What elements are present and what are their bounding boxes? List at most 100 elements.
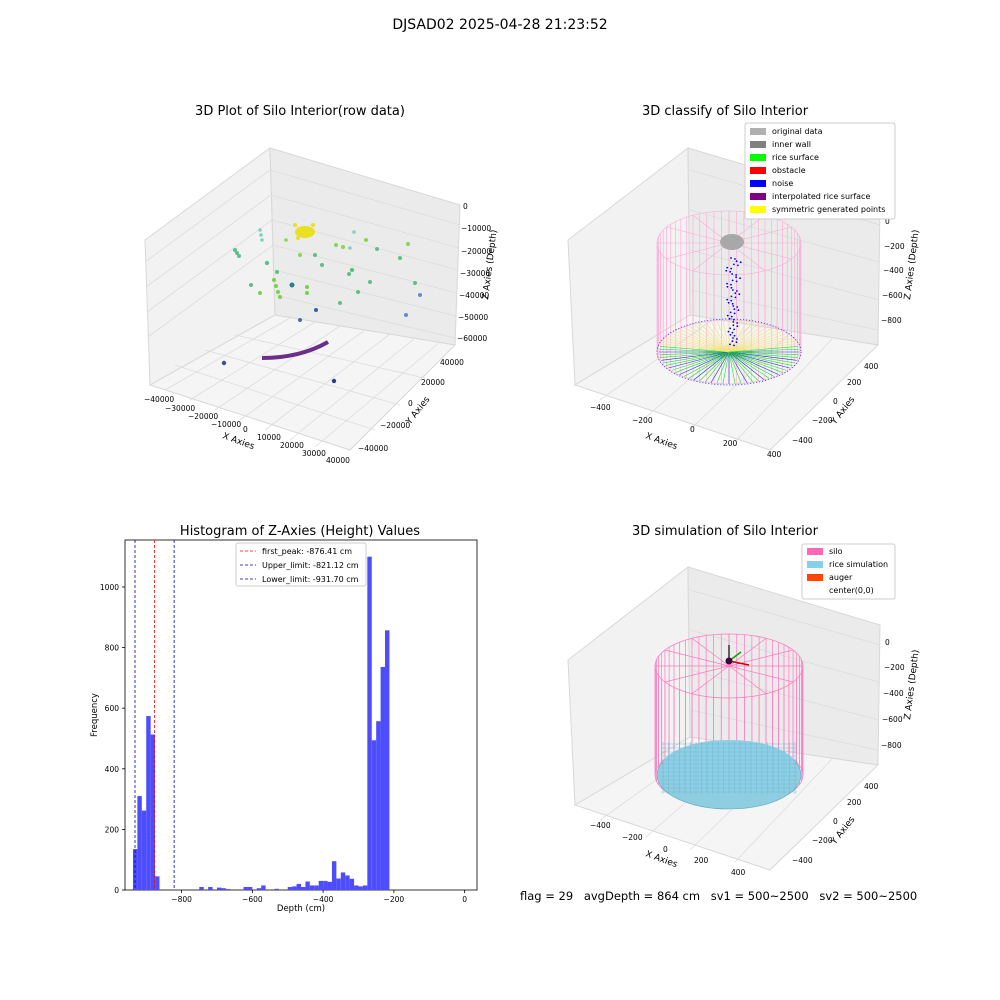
noise-point	[735, 274, 738, 276]
surface-ray	[728, 325, 770, 353]
histogram-bar	[367, 556, 372, 890]
histogram-bar	[362, 885, 368, 890]
histogram-bar	[199, 886, 204, 890]
surface-ray	[728, 351, 759, 382]
p4-xtick-2: 0	[663, 845, 668, 854]
p1-ztick-6: −60000	[457, 334, 487, 343]
noise-point	[726, 314, 729, 317]
silo-spoke	[691, 638, 730, 667]
y-tick-label: 200	[105, 825, 120, 834]
histogram-bar	[318, 880, 324, 890]
p1-zlabel: Z Axies (Depth)	[481, 229, 500, 300]
noise-point	[727, 330, 730, 333]
noise-point	[732, 321, 735, 323]
p2-ytick-0: −400	[792, 436, 813, 445]
surface-ray	[716, 351, 730, 384]
p2-legend-1: inner wall	[772, 140, 811, 149]
surface-ray	[728, 324, 765, 353]
noise-point	[733, 308, 736, 311]
x-tick-label: −800	[171, 895, 192, 904]
surface-ray	[728, 320, 748, 353]
p2-xtick-1: −200	[632, 416, 653, 425]
surface-ray	[728, 335, 790, 353]
noise-point	[732, 305, 735, 307]
p2-xtick-4: 400	[767, 450, 782, 459]
y-tick-label: 600	[105, 704, 120, 713]
surface-ray	[668, 335, 730, 353]
silo-spoke	[728, 638, 767, 667]
surface-ray	[728, 351, 736, 384]
histogram-bar	[358, 886, 363, 890]
p4-ztick-4: −800	[881, 741, 902, 750]
surface-ray	[728, 351, 793, 366]
noise-point	[733, 334, 736, 337]
noise-point	[732, 337, 734, 339]
p4-legend-1: rice simulation	[829, 560, 888, 569]
p1-xtick-5: 10000	[257, 433, 281, 442]
p3-legend-2: Lower_limit: -931.70 cm	[262, 575, 359, 584]
noise-point	[735, 280, 738, 283]
histogram-bar	[340, 872, 346, 890]
histogram-bar	[345, 875, 350, 890]
p3-ylabel: Frequency	[90, 693, 100, 737]
panel2-3d-classify: 0 −200 −400 −600 −800 −400 −200 0 200 40…	[567, 122, 922, 459]
surface-ray	[675, 331, 730, 353]
surface-ray	[675, 351, 730, 373]
p4-ytick-3: 200	[847, 798, 862, 807]
surface-ray	[722, 320, 730, 353]
noise-point	[735, 260, 738, 263]
p4-xtick-3: 200	[694, 856, 709, 865]
noise-point	[726, 266, 729, 269]
noise-point	[729, 327, 732, 330]
p4-ytick-1: −200	[812, 836, 833, 845]
noise-point	[725, 269, 728, 272]
p4-legend-2: auger	[829, 573, 853, 582]
surface-ray	[728, 351, 795, 364]
p1-ytick-0: −40000	[358, 444, 388, 453]
surface-ray	[728, 351, 783, 373]
p1-ytick-1: −20000	[380, 421, 410, 430]
p2-ytick-2: 0	[833, 397, 838, 406]
surface-ray	[728, 327, 775, 353]
panel1-title: 3D Plot of Silo Interior(row data)	[195, 104, 405, 119]
noise-point	[726, 282, 728, 285]
noise-point	[731, 331, 734, 334]
surface-ray	[728, 351, 770, 379]
p4-legend-3: center(0,0)	[829, 586, 874, 595]
surface-ray	[668, 351, 730, 369]
y-tick-label: 800	[105, 644, 120, 653]
noise-point	[734, 292, 737, 295]
surface-ray	[679, 329, 730, 353]
surface-ray	[683, 351, 730, 377]
histogram-bar	[261, 885, 266, 890]
surface-ray	[728, 351, 790, 369]
p1-xtick-2: −20000	[188, 412, 218, 421]
p4-zlabel: Z Axies (Depth)	[903, 649, 922, 720]
p2-xlabel: X Axies	[644, 431, 679, 452]
surface-ray	[728, 322, 759, 353]
histogram-bar	[301, 886, 306, 890]
y-tick-label: 0	[114, 886, 119, 895]
surface-ray	[659, 348, 730, 353]
histogram-bar	[305, 881, 310, 890]
noise-point	[733, 263, 735, 266]
p2-ztick-3: −600	[882, 291, 903, 300]
surface-ray	[710, 320, 730, 353]
histogram-bar	[296, 883, 301, 890]
p1-xtick-0: −40000	[144, 395, 174, 404]
noise-point	[736, 306, 739, 308]
surface-ray	[660, 346, 730, 353]
status-footer: flag = 29 avgDepth = 864 cm sv1 = 500~25…	[520, 889, 924, 903]
p1-ztick-2: −20000	[461, 247, 491, 256]
silo-spoke	[728, 665, 794, 683]
p4-ztick-0: 0	[885, 638, 890, 647]
surface-ray	[728, 346, 798, 353]
x-tick-label: −600	[242, 895, 263, 904]
surface-ray	[671, 333, 730, 353]
histogram-bar	[309, 885, 315, 890]
surface-ray	[688, 351, 730, 379]
histogram-bar	[385, 630, 390, 890]
noise-point	[730, 286, 733, 289]
avg-depth-value: avgDepth = 864 cm	[583, 889, 701, 903]
noise-point	[733, 344, 735, 347]
